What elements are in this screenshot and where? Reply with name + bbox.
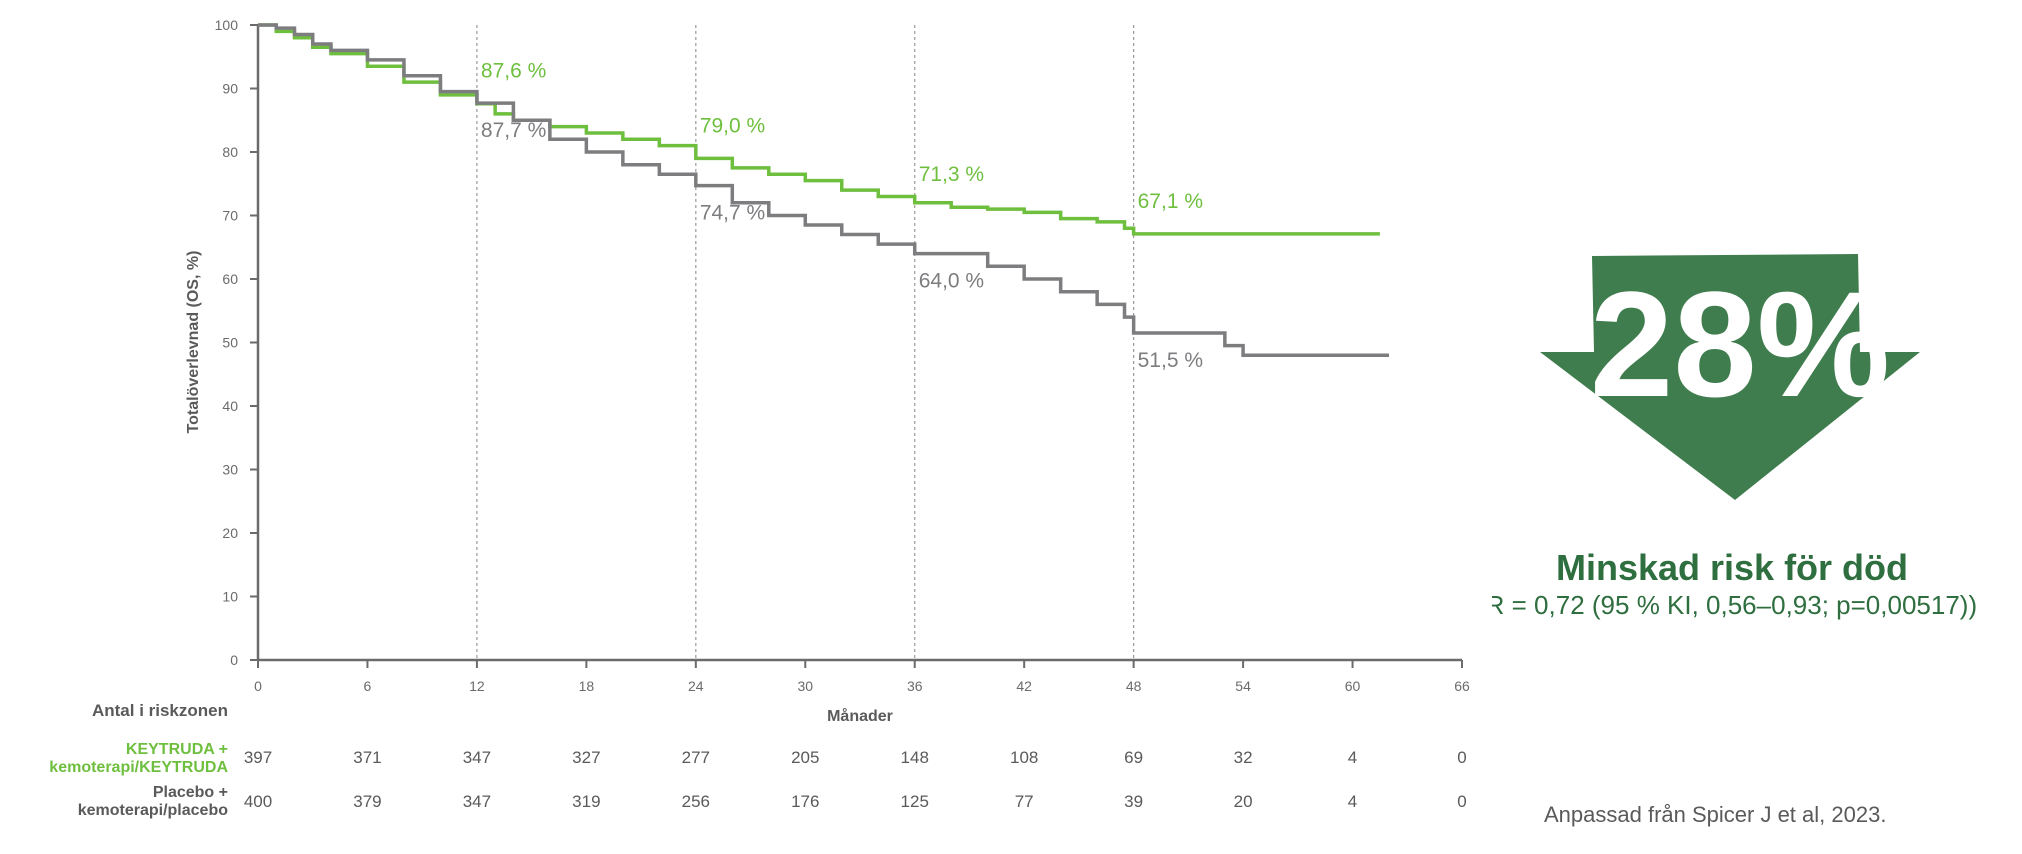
x-tick-label: 60 (1345, 678, 1361, 694)
annotation-label: 87,7 % (481, 119, 546, 142)
hr-text-mask (1440, 590, 1492, 624)
y-tick-label: 70 (222, 208, 238, 224)
x-tick-label: 30 (797, 678, 813, 694)
down-arrow-icon (1540, 254, 1920, 500)
annotation-label: 74,7 % (700, 202, 765, 225)
y-axis-title: Totalöverlevnad (OS, %) (185, 251, 202, 434)
y-tick-label: 100 (215, 17, 239, 33)
risk-value: 256 (682, 792, 710, 811)
annotation-label: 79,0 % (700, 114, 765, 137)
y-tick-label: 90 (222, 81, 238, 97)
axes (256, 25, 1462, 662)
risk-reduction-callout: 28% Minskad risk för död HR = 0,72 (95 %… (1440, 254, 1977, 624)
hazard-ratio-text: HR = 0,72 (95 % KI, 0,56–0,93; p=0,00517… (1467, 590, 1977, 620)
y-tick-label: 50 (222, 335, 238, 351)
y-tick-label: 30 (222, 462, 238, 478)
vertical-gridlines (476, 25, 1135, 660)
risk-value: 371 (353, 748, 381, 767)
x-axis-title: Månader (827, 707, 893, 725)
risk-value: 347 (463, 748, 491, 767)
x-tick-label: 6 (364, 678, 372, 694)
x-tick-label: 12 (469, 678, 485, 694)
risk-value: 125 (901, 792, 929, 811)
x-tick-label: 0 (254, 678, 262, 694)
risk-table: Antal i riskzonen KEYTRUDA + kemoterapi/… (49, 701, 1466, 819)
y-tick-label: 80 (222, 144, 238, 160)
risk-reduction-percent: 28% (1590, 260, 1890, 428)
annotations: 87,6 % 87,7 % 79,0 % 74,7 % 71,3 % 64,0 % 67,1… (481, 60, 1203, 372)
risk-value: 4 (1348, 792, 1357, 811)
x-tick-label: 42 (1016, 678, 1032, 694)
risk-row-name-1b: kemoterapi/KEYTRUDA (49, 759, 228, 776)
risk-value: 32 (1234, 748, 1253, 767)
risk-value: 148 (901, 748, 929, 767)
risk-value: 39 (1124, 792, 1143, 811)
y-tick-label: 60 (222, 271, 238, 287)
risk-value: 4 (1348, 748, 1357, 767)
risk-value: 397 (244, 748, 272, 767)
annotation-label: 71,3 % (919, 163, 984, 186)
x-ticks: 0 6 12 18 24 30 36 42 48 54 60 66 (254, 660, 1470, 694)
risk-value: 0 (1457, 792, 1466, 811)
annotation-label: 51,5 % (1138, 349, 1203, 372)
risk-value: 20 (1234, 792, 1253, 811)
series-line-2 (258, 23, 1390, 357)
risk-value: 205 (791, 748, 819, 767)
risk-value: 176 (791, 792, 819, 811)
x-tick-label: 24 (688, 678, 704, 694)
x-tick-label: 48 (1126, 678, 1142, 694)
risk-row-name-1a: KEYTRUDA + (126, 741, 228, 758)
callout-headline: Minskad risk för död (1556, 547, 1908, 588)
series-line-1 (258, 23, 1380, 236)
risk-value: 77 (1015, 792, 1034, 811)
risk-value: 379 (353, 792, 381, 811)
annotation-label: 64,0 % (919, 270, 984, 293)
risk-value: 69 (1124, 748, 1143, 767)
x-tick-label: 18 (579, 678, 595, 694)
y-tick-label: 0 (230, 652, 238, 668)
annotation-label: 67,1 % (1138, 190, 1203, 213)
source-citation: Anpassad från Spicer J et al, 2023. (1544, 802, 1886, 827)
series (258, 23, 1390, 357)
x-tick-label: 36 (907, 678, 923, 694)
risk-row-name-2b: kemoterapi/placebo (78, 802, 229, 819)
x-tick-label: 54 (1235, 678, 1251, 694)
y-tick-label: 40 (222, 398, 238, 414)
x-tick-label: 66 (1454, 678, 1470, 694)
risk-row-name-2a: Placebo + (153, 784, 228, 801)
y-tick-label: 20 (222, 525, 238, 541)
y-tick-label: 10 (222, 589, 238, 605)
risk-table-header: Antal i riskzonen (92, 701, 228, 720)
risk-value: 400 (244, 792, 272, 811)
risk-values: 397 371 347 327 277 205 148 108 69 32 4 0 400 379 347 3… (244, 748, 1467, 811)
annotation-label: 87,6 % (481, 60, 546, 83)
risk-value: 108 (1010, 748, 1038, 767)
risk-value: 347 (463, 792, 491, 811)
y-ticks: 0 10 20 30 40 50 60 70 80 90 100 (215, 17, 258, 668)
risk-value: 327 (572, 748, 600, 767)
risk-value: 277 (682, 748, 710, 767)
risk-value: 319 (572, 792, 600, 811)
risk-value: 0 (1457, 748, 1466, 767)
